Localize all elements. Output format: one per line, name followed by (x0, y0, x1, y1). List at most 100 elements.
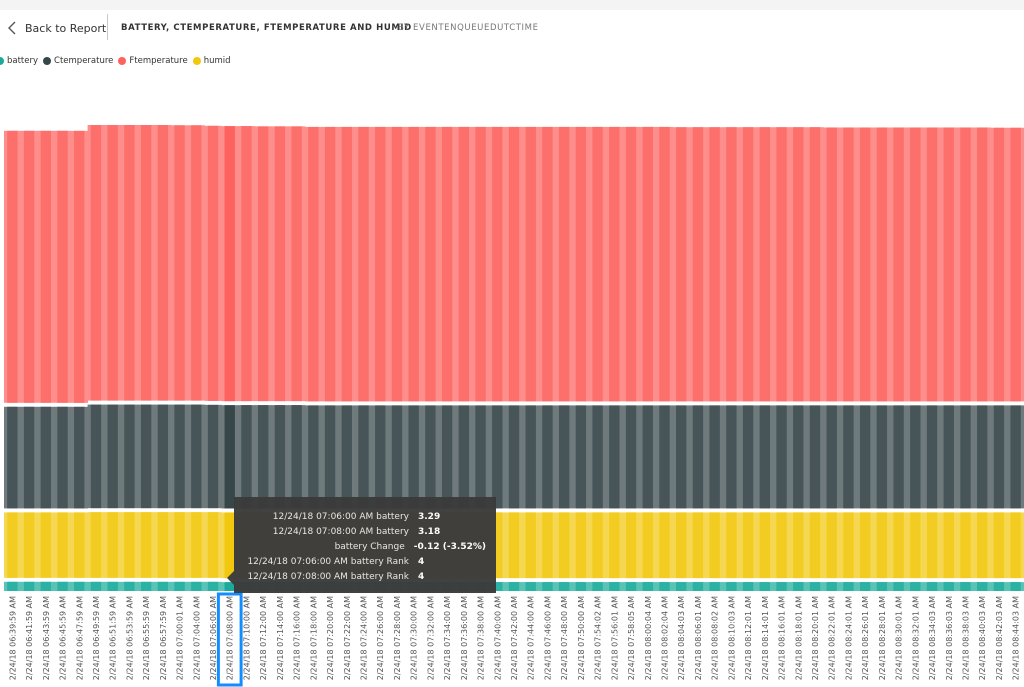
bar-humid[interactable] (609, 512, 620, 579)
bar-battery[interactable] (40, 581, 51, 591)
bar-battery[interactable] (174, 581, 185, 591)
bar-ctemperature[interactable] (57, 406, 68, 509)
bar-ctemperature[interactable] (358, 405, 369, 509)
back-to-report-button[interactable]: Back to Report (5, 10, 106, 46)
bar-battery[interactable] (23, 581, 35, 591)
bar-ftemperature[interactable] (893, 127, 904, 402)
bar-ftemperature[interactable] (575, 126, 587, 402)
bar-ftemperature[interactable] (943, 127, 954, 402)
bar-ftemperature[interactable] (1010, 127, 1021, 402)
bar-humid[interactable] (107, 512, 118, 578)
bar-humid[interactable] (40, 512, 51, 578)
bar-battery[interactable] (542, 582, 553, 591)
legend-item-ctemperature[interactable]: Ctemperature (43, 56, 113, 66)
bar-battery[interactable] (1010, 582, 1021, 591)
bar-battery[interactable] (659, 582, 670, 591)
bar-ftemperature[interactable] (977, 127, 988, 402)
bar-ftemperature[interactable] (793, 127, 804, 402)
bar-humid[interactable] (893, 512, 904, 579)
bar-battery[interactable] (140, 581, 152, 591)
bar-ctemperature[interactable] (709, 405, 720, 509)
bar-ftemperature[interactable] (341, 126, 352, 402)
bar-ftemperature[interactable] (241, 126, 252, 402)
bar-battery[interactable] (575, 582, 587, 591)
bar-ctemperature[interactable] (274, 405, 286, 509)
bar-battery[interactable] (492, 582, 503, 591)
bar-ctemperature[interactable] (375, 405, 386, 509)
bar-ftemperature[interactable] (475, 126, 486, 402)
bar-ctemperature[interactable] (1010, 405, 1021, 509)
bar-humid[interactable] (910, 512, 921, 579)
bar-ctemperature[interactable] (893, 405, 904, 509)
bar-humid[interactable] (659, 512, 670, 579)
bar-humid[interactable] (508, 512, 520, 579)
bar-ftemperature[interactable] (993, 127, 1005, 402)
bar-ctemperature[interactable] (74, 406, 85, 509)
bar-ctemperature[interactable] (224, 405, 235, 509)
bar-ftemperature[interactable] (659, 126, 670, 402)
bar-ctemperature[interactable] (291, 405, 302, 509)
bar-ctemperature[interactable] (508, 405, 520, 509)
bar-ftemperature[interactable] (508, 126, 520, 402)
bar-battery[interactable] (191, 581, 202, 591)
bar-ctemperature[interactable] (843, 405, 854, 509)
legend-item-battery[interactable]: battery (0, 56, 38, 66)
bar-battery[interactable] (7, 581, 18, 591)
bar-humid[interactable] (157, 512, 169, 578)
bar-humid[interactable] (943, 512, 954, 579)
bar-ftemperature[interactable] (23, 130, 35, 403)
bar-ftemperature[interactable] (391, 126, 403, 402)
bar-ftemperature[interactable] (776, 127, 787, 402)
bar-ftemperature[interactable] (558, 126, 570, 402)
bar-ctemperature[interactable] (90, 404, 102, 509)
bar-ctemperature[interactable] (759, 405, 771, 509)
bar-battery[interactable] (826, 582, 837, 591)
bar-humid[interactable] (7, 512, 18, 578)
bar-humid[interactable] (709, 512, 720, 579)
bar-ftemperature[interactable] (358, 126, 369, 402)
bar-ftemperature[interactable] (441, 126, 453, 402)
bar-ftemperature[interactable] (174, 125, 185, 401)
bar-ctemperature[interactable] (575, 405, 587, 509)
bar-humid[interactable] (74, 512, 85, 578)
bar-ctemperature[interactable] (107, 404, 118, 509)
bar-humid[interactable] (977, 512, 988, 579)
bar-ftemperature[interactable] (742, 127, 754, 402)
bar-ftemperature[interactable] (324, 126, 336, 402)
bar-battery[interactable] (90, 581, 102, 591)
bar-ctemperature[interactable] (659, 405, 670, 509)
bar-ctemperature[interactable] (993, 405, 1005, 509)
bar-ftemperature[interactable] (709, 127, 720, 402)
bar-humid[interactable] (207, 512, 219, 578)
bar-battery[interactable] (642, 582, 653, 591)
bar-ftemperature[interactable] (458, 126, 470, 402)
bar-humid[interactable] (625, 512, 637, 579)
bar-battery[interactable] (525, 582, 536, 591)
bar-ctemperature[interactable] (625, 405, 637, 509)
bar-battery[interactable] (910, 582, 921, 591)
bar-ctemperature[interactable] (157, 404, 169, 509)
bar-battery[interactable] (224, 582, 235, 591)
bar-humid[interactable] (224, 512, 235, 579)
bar-ctemperature[interactable] (859, 405, 871, 509)
bar-ftemperature[interactable] (308, 126, 319, 402)
bar-ctemperature[interactable] (542, 405, 553, 509)
bar-ctemperature[interactable] (241, 405, 252, 509)
bar-humid[interactable] (23, 512, 35, 578)
bar-humid[interactable] (140, 512, 152, 578)
bar-ctemperature[interactable] (692, 405, 704, 509)
bar-ftemperature[interactable] (274, 126, 286, 402)
bar-ctemperature[interactable] (776, 405, 787, 509)
bar-battery[interactable] (74, 581, 85, 591)
bar-ctemperature[interactable] (726, 405, 737, 509)
bar-humid[interactable] (124, 512, 135, 578)
bar-ftemperature[interactable] (726, 127, 737, 402)
bar-ctemperature[interactable] (926, 405, 938, 509)
bar-humid[interactable] (776, 512, 787, 579)
bar-battery[interactable] (843, 582, 854, 591)
bar-ctemperature[interactable] (910, 405, 921, 509)
bar-ftemperature[interactable] (876, 127, 888, 402)
bar-ctemperature[interactable] (7, 406, 18, 509)
bar-ctemperature[interactable] (140, 404, 152, 509)
bar-ftemperature[interactable] (140, 125, 152, 401)
